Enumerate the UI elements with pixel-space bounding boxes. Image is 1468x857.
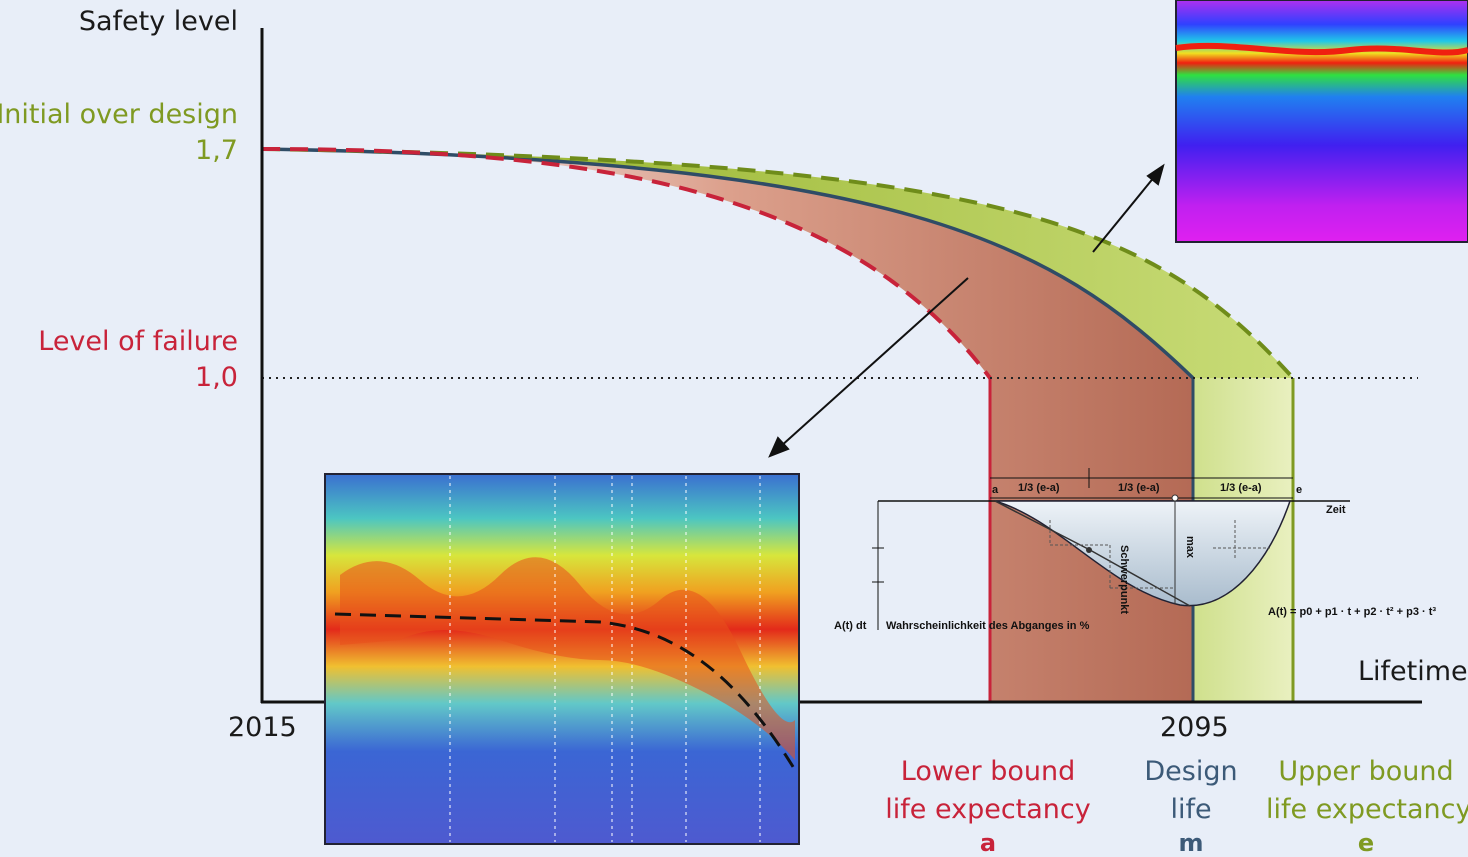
probability-label: Wahrscheinlichkeit des Abganges in % <box>886 620 1090 632</box>
lower-uncertainty-area <box>262 149 1193 702</box>
lower-bound-letter: a <box>979 829 997 857</box>
max-label: max <box>1184 536 1196 559</box>
marker-a: a <box>992 484 999 496</box>
arrow-to-left-inset <box>779 277 969 448</box>
arrowhead-right-inset <box>1146 163 1165 186</box>
lower-bound-label: Lower bound life expectancy a <box>880 753 1096 857</box>
schwerpunkt-label: Schwerpunkt <box>1118 545 1130 615</box>
design-life-label: Design life m <box>1130 753 1252 857</box>
heatmap-inset-right <box>1175 0 1468 243</box>
distribution-inset <box>872 468 1350 630</box>
segment-2: 1/3 (e-a) <box>1118 482 1160 494</box>
y-axis-title: Safety level <box>78 6 238 37</box>
initial-over-design-value: 1,7 <box>195 135 238 166</box>
design-life-letter: m <box>1178 829 1204 857</box>
at-dt-label: A(t) dt <box>834 620 867 632</box>
x-axis-title: Lifetime <box>1358 656 1468 687</box>
segment-1: 1/3 (e-a) <box>1018 482 1060 494</box>
upper-bound-label: Upper bound life expectancy e <box>1266 756 1468 857</box>
arrowhead-left-inset <box>768 436 790 458</box>
x-tick-design: 2095 <box>1160 712 1229 743</box>
marker-e: e <box>1296 484 1303 496</box>
failure-level-label: Level of failure <box>38 326 238 357</box>
segment-3: 1/3 (e-a) <box>1220 482 1262 494</box>
x-tick-start: 2015 <box>228 712 297 743</box>
failure-level-value: 1,0 <box>195 362 238 393</box>
upper-uncertainty-area <box>262 149 1293 378</box>
design-curve <box>261 147 1195 380</box>
initial-over-design-label: Initial over design <box>0 99 238 130</box>
arrow-to-right-inset <box>1092 175 1156 253</box>
upper-bound-curve <box>261 147 1295 380</box>
heatmap-inset-left <box>324 473 800 845</box>
polynomial-formula: A(t) = p0 + p1 · t + p2 · t² + p3 · t³ <box>1268 606 1437 618</box>
upper-bound-letter: e <box>1357 829 1375 857</box>
zeit-label: Zeit <box>1326 504 1346 516</box>
